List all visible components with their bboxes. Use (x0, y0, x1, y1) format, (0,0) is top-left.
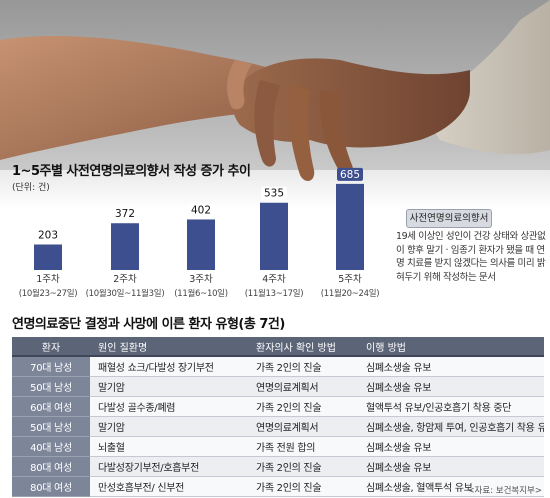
source-note: <자료: 보건복지부> (467, 486, 542, 496)
legend-description: 19세 이상인 성인이 건강 상태와 상관없이 향후 말기 · 임종기 환자가 … (396, 231, 546, 283)
value-label: 685 (340, 169, 360, 181)
cell-execution-method: 심폐소생술 유보 (358, 456, 544, 477)
cell-disease: 다발성 골수종/폐렴 (90, 396, 248, 417)
table-row: 50대 남성 말기암 연명의료계획서 심폐소생술 유보 (12, 376, 544, 397)
cell-execution-method: 심폐소생술, 혈액투석 유보 (358, 476, 544, 497)
category-label: 4주차 (262, 273, 286, 285)
table-row: 80대 여성 만성호흡부전/ 신부전 가족 2인의 진술 심폐소생술, 혈액투석 유보 (12, 476, 544, 497)
cell-execution-method: 혈액투석 유보/인공호흡기 착용 중단 (358, 396, 544, 417)
cell-disease: 말기암 (90, 416, 248, 437)
cell-disease: 패혈성 쇼크/다발성 장기부전 (90, 356, 248, 377)
value-label-bg (112, 207, 138, 221)
cell-confirm-method: 가족 2인의 진술 (248, 476, 358, 497)
date-range-label: (10월30일~11월3일) (86, 288, 165, 299)
cell-patient: 50대 남성 (12, 416, 90, 437)
bar-4 (260, 202, 288, 270)
cell-confirm-method: 가족 2인의 진술 (248, 456, 358, 477)
cell-confirm-method: 가족 2인의 진술 (248, 396, 358, 417)
cell-execution-method: 심폐소생술 유보 (358, 376, 544, 397)
table-row: 60대 여성 다발성 골수종/폐렴 가족 2인의 진술 혈액투석 유보/인공호흡기 착… (12, 396, 544, 417)
table-row: 50대 남성 말기암 연명의료계획서 심폐소생술, 항암제 투여, 인공호흡기 착용 … (12, 416, 544, 437)
table-row: 80대 여성 다발성장기부전/호흡부전 가족 2인의 진술 심폐소생술 유보 (12, 456, 544, 477)
cell-disease: 다발성장기부전/호흡부전 (90, 456, 248, 477)
value-label-bg (261, 186, 287, 200)
category-label: 1주차 (36, 273, 60, 285)
cell-patient: 80대 여성 (12, 476, 90, 497)
category-label: 3주차 (189, 273, 213, 285)
cell-patient: 40대 남성 (12, 436, 90, 457)
cell-confirm-method: 가족 2인의 진술 (248, 356, 358, 377)
date-range-label: (11월13~17일) (245, 288, 304, 299)
bar-1 (34, 244, 62, 270)
value-label: 203 (38, 229, 58, 241)
table-title: 연명의료중단 결정과 사망에 이른 환자 유형(총 7건) (12, 317, 285, 332)
cell-execution-method: 심폐소생술 유보 (358, 436, 544, 457)
table-body: 70대 남성 패혈성 쇼크/다발성 장기부전 가족 2인의 진술 심폐소생술 유보 50… (12, 356, 544, 497)
cell-confirm-method: 가족 전원 합의 (248, 436, 358, 457)
bar-chart: 203 1주차 (10월23~27일) 372 2주차 (10월30일~11월3일) 402… (19, 167, 380, 299)
cell-execution-method: 심폐소생술, 항암제 투여, 인공호흡기 착용 유보 (358, 416, 544, 437)
cell-patient: 60대 여성 (12, 396, 90, 417)
category-label: 5주차 (338, 273, 362, 285)
cell-disease: 만성호흡부전/ 신부전 (90, 476, 248, 497)
legend-label: 사전연명의료의향서 (406, 209, 492, 228)
bar-3 (187, 219, 215, 270)
bar-2 (111, 223, 139, 270)
table-row: 70대 남성 패혈성 쇼크/다발성 장기부전 가족 2인의 진술 심폐소생술 유보 (12, 356, 544, 377)
cell-confirm-method: 연명의료계획서 (248, 376, 358, 397)
patient-table: 환자 원인 질환명 환자의사 확인 방법 이행 방법 70대 남성 패혈성 쇼크/… (12, 337, 544, 497)
bar-5 (336, 183, 364, 270)
header-execution-method: 이행 방법 (358, 337, 544, 357)
chart-unit: (단위: 건) (12, 183, 50, 193)
category-label: 2주차 (113, 273, 137, 285)
date-range-label: (10월23~27일) (19, 288, 78, 299)
value-label-bg (337, 167, 363, 181)
cell-patient: 80대 여성 (12, 456, 90, 477)
cell-disease: 말기암 (90, 376, 248, 397)
value-label-bg (188, 203, 214, 217)
value-label: 535 (264, 188, 284, 200)
value-label: 372 (115, 208, 135, 220)
table-header-row: 환자 원인 질환명 환자의사 확인 방법 이행 방법 (12, 337, 544, 357)
cell-patient: 70대 남성 (12, 356, 90, 377)
cell-confirm-method: 연명의료계획서 (248, 416, 358, 437)
value-label-bg (35, 228, 61, 242)
table-row: 40대 남성 뇌출혈 가족 전원 합의 심폐소생술 유보 (12, 436, 544, 457)
chart-title: 1~5주별 사전연명의료의향서 작성 증가 추이 (12, 164, 251, 179)
cell-disease: 뇌출혈 (90, 436, 248, 457)
value-label: 402 (191, 204, 211, 216)
cell-execution-method: 심폐소생술 유보 (358, 356, 544, 377)
date-range-label: (11월6~10일) (174, 288, 227, 299)
header-disease: 원인 질환명 (90, 337, 248, 357)
date-range-label: (11월20~24일) (321, 288, 380, 299)
cell-patient: 50대 남성 (12, 376, 90, 397)
header-patient: 환자 (12, 337, 90, 357)
header-confirm-method: 환자의사 확인 방법 (248, 337, 358, 357)
